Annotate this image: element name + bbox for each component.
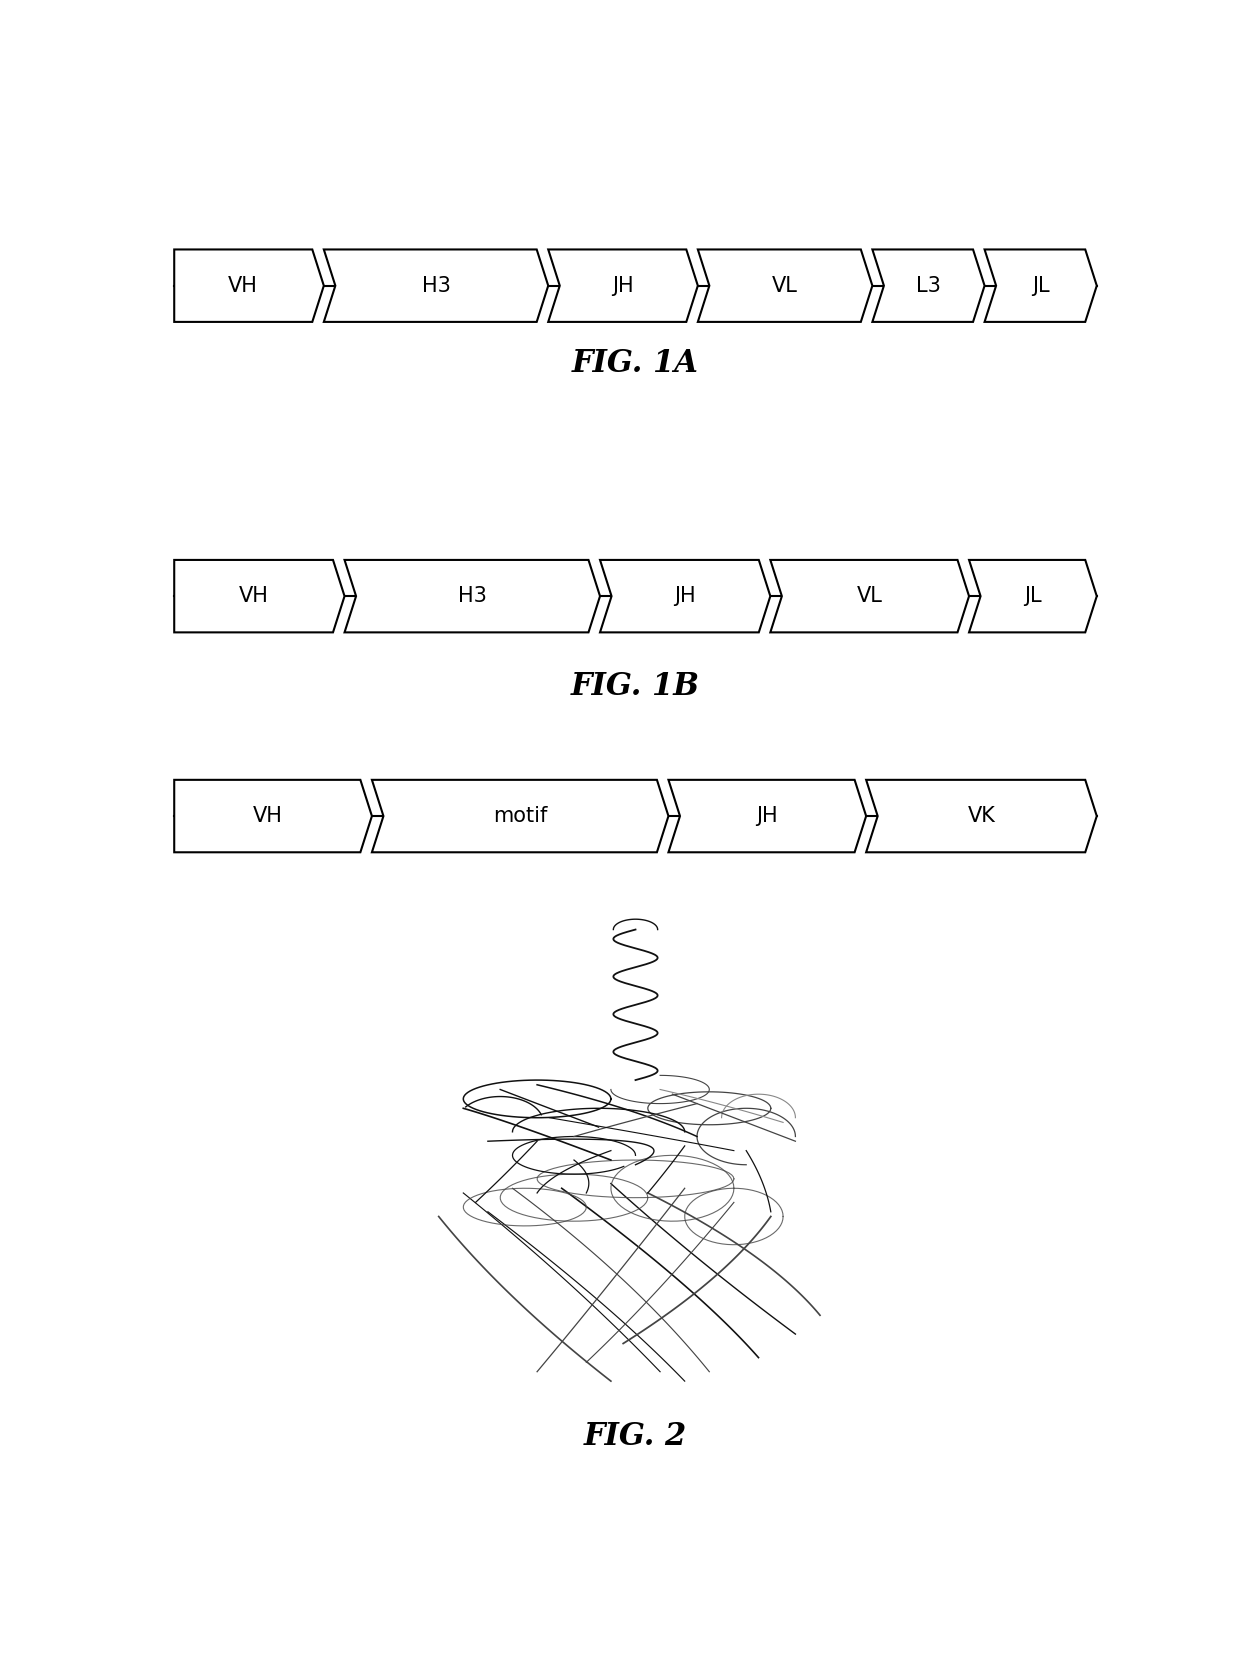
Text: H3: H3 xyxy=(458,586,487,606)
Text: JH: JH xyxy=(675,586,696,606)
Polygon shape xyxy=(174,559,345,632)
Polygon shape xyxy=(372,780,668,852)
Polygon shape xyxy=(324,249,548,323)
Polygon shape xyxy=(698,249,873,323)
Polygon shape xyxy=(174,249,324,323)
Text: motif: motif xyxy=(494,806,547,827)
Polygon shape xyxy=(600,559,770,632)
Polygon shape xyxy=(345,559,600,632)
Text: VH: VH xyxy=(228,276,258,296)
Text: VH: VH xyxy=(253,806,283,827)
Polygon shape xyxy=(668,780,866,852)
Text: FIG. 1A: FIG. 1A xyxy=(572,348,699,378)
Polygon shape xyxy=(985,249,1096,323)
Text: JH: JH xyxy=(613,276,634,296)
Text: VK: VK xyxy=(967,806,996,827)
Text: FIG. 1B: FIG. 1B xyxy=(570,672,701,702)
Polygon shape xyxy=(174,780,372,852)
Text: VL: VL xyxy=(773,276,799,296)
Polygon shape xyxy=(873,249,985,323)
Text: L3: L3 xyxy=(916,276,941,296)
Polygon shape xyxy=(866,780,1096,852)
Text: FIG. 2: FIG. 2 xyxy=(584,1421,687,1453)
Polygon shape xyxy=(968,559,1096,632)
Text: H3: H3 xyxy=(422,276,450,296)
Text: JL: JL xyxy=(1024,586,1042,606)
Polygon shape xyxy=(770,559,968,632)
Text: VH: VH xyxy=(238,586,269,606)
Text: JH: JH xyxy=(756,806,779,827)
Polygon shape xyxy=(548,249,698,323)
Text: VL: VL xyxy=(857,586,883,606)
Text: JL: JL xyxy=(1032,276,1049,296)
